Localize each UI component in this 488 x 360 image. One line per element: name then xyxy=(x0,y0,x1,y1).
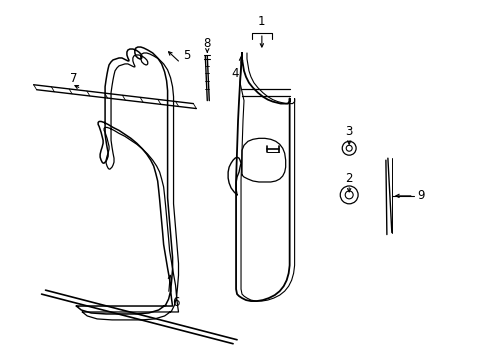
Text: 8: 8 xyxy=(203,37,210,50)
Text: 4: 4 xyxy=(231,67,238,80)
Text: 2: 2 xyxy=(345,171,352,185)
Text: 3: 3 xyxy=(345,125,352,138)
Text: 5: 5 xyxy=(183,49,190,63)
Text: 9: 9 xyxy=(416,189,424,202)
Text: 6: 6 xyxy=(171,296,179,309)
Text: 7: 7 xyxy=(69,72,77,85)
Text: 1: 1 xyxy=(258,15,265,28)
